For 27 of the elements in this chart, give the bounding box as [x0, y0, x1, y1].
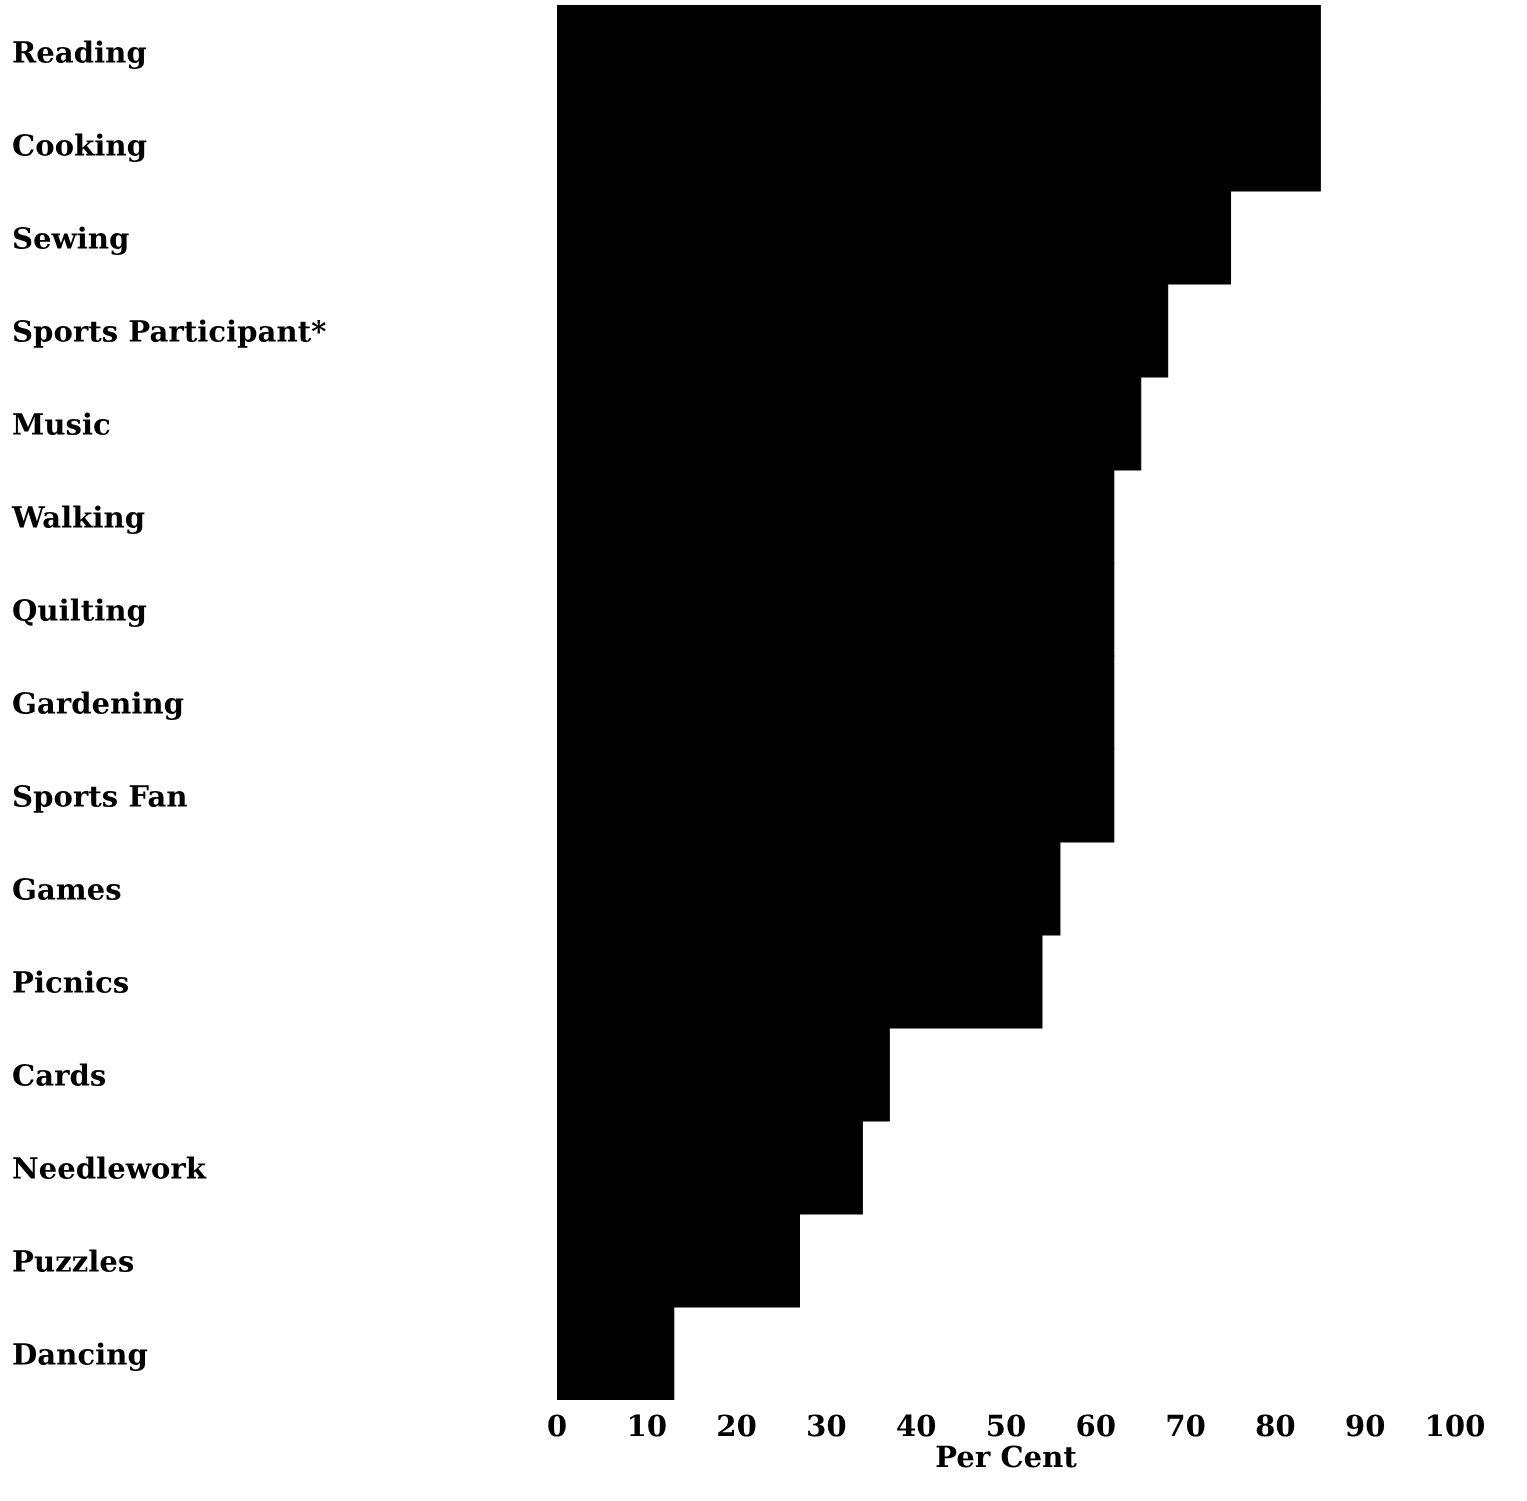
y-tick-label: Sports Fan: [13, 784, 187, 813]
y-tick-label: Games: [13, 877, 121, 900]
y-tick-label: Dancing: [13, 1342, 148, 1372]
y-tick-label: Sewing: [13, 226, 129, 256]
x-tick-label: 10: [630, 1414, 666, 1437]
x-axis-title: Per Cent: [936, 1445, 1077, 1468]
y-tick-label: Reading: [13, 40, 147, 70]
y-tick-label: Cards: [13, 1063, 106, 1086]
x-tick-label: 50: [988, 1414, 1025, 1437]
x-tick-label: 80: [1256, 1414, 1295, 1437]
y-tick-label: Quilting: [13, 598, 147, 628]
y-tick-label: Sports Participant*: [13, 319, 326, 348]
y-tick-label: Walking: [11, 505, 145, 535]
x-tick-label: 100: [1428, 1414, 1485, 1437]
x-tick-label: 40: [897, 1414, 936, 1437]
x-tick-label: 70: [1167, 1414, 1205, 1437]
x-tick-label: 20: [718, 1414, 756, 1437]
y-tick-label: Puzzles: [13, 1249, 134, 1272]
x-tick-label: 0: [548, 1414, 566, 1437]
x-tick-label: 90: [1346, 1414, 1385, 1437]
y-tick-label: Needlework: [13, 1156, 207, 1179]
x-tick-label: 30: [808, 1414, 846, 1437]
y-tick-label: Music: [13, 412, 110, 435]
x-tick-label: 60: [1077, 1414, 1115, 1437]
y-tick-label: Cooking: [13, 133, 147, 163]
y-tick-label: Gardening: [13, 691, 184, 721]
y-tick-label: Picnics: [13, 970, 129, 993]
